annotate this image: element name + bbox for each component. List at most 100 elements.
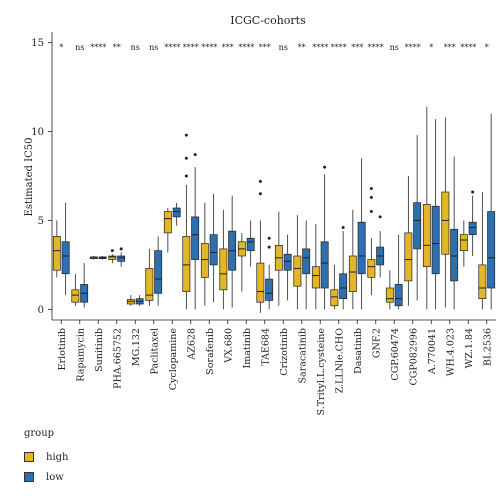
legend-item-low: low: [24, 467, 144, 487]
x-tick-label: Dasatinib: [353, 328, 364, 374]
significance-label: ***: [222, 43, 234, 52]
box-high: [311, 266, 320, 289]
x-tick-label: Crizotinib: [279, 328, 290, 376]
box-high: [163, 211, 172, 234]
box-high: [256, 262, 265, 303]
box-low: [283, 253, 292, 271]
legend-title: group: [24, 428, 55, 439]
box-high: [459, 234, 468, 252]
box-low: [468, 221, 477, 236]
x-tick-label: BI.2536: [482, 328, 493, 366]
significance-label: ****: [460, 43, 476, 52]
box-high: [478, 264, 487, 300]
y-tick-label: 0: [38, 305, 44, 316]
outlier-point-low: [471, 190, 475, 194]
outlier-point-high: [110, 249, 114, 253]
x-tick-label: Sunitinib: [94, 328, 105, 372]
box-low: [320, 241, 329, 289]
x-tick-label: S.Trityl.L.cysteine: [316, 328, 327, 416]
significance-label: ****: [238, 43, 254, 52]
box-high: [330, 289, 339, 307]
outlier-point-low: [267, 236, 271, 240]
box-high: [385, 287, 394, 303]
x-tick-label: CGP082996: [408, 328, 419, 386]
significance-label: *: [429, 43, 433, 52]
significance-label: *: [59, 43, 63, 52]
x-tick-label: Imatinib: [242, 328, 253, 369]
outlier-point-low: [323, 165, 327, 169]
legend: group high low: [24, 428, 144, 487]
box-high: [219, 248, 228, 291]
legend-swatch-high: [24, 452, 34, 462]
box-high: [367, 259, 376, 278]
box-low: [487, 211, 496, 289]
box-low: [431, 205, 440, 275]
significance-label: ****: [183, 43, 199, 52]
significance-label: ****: [90, 43, 106, 52]
box-high: [71, 289, 80, 303]
significance-label: ****: [368, 43, 384, 52]
box-low: [172, 207, 181, 218]
box-low: [209, 234, 218, 266]
significance-label: ***: [259, 43, 271, 52]
significance-label: ****: [405, 43, 421, 52]
box-low: [246, 237, 255, 252]
y-tick-label: 5: [38, 216, 44, 227]
significance-label: **: [298, 43, 306, 52]
significance-label: ****: [201, 43, 217, 52]
x-tick-label: Z.LLNle.CHO: [334, 328, 345, 394]
box-low: [154, 250, 163, 294]
y-tick-label: 15: [31, 38, 44, 49]
significance-label: ns: [75, 43, 84, 52]
box-low: [191, 216, 200, 260]
box-high: [182, 236, 191, 292]
box-low: [357, 221, 366, 275]
significance-label: ns: [279, 43, 288, 52]
outlier-point-high: [184, 133, 188, 137]
significance-label: ****: [164, 43, 180, 52]
legend-swatch-low: [24, 472, 34, 482]
outlier-point-high: [369, 195, 373, 199]
legend-label-high: high: [46, 451, 69, 463]
x-tick-label: MG.132: [131, 328, 142, 366]
y-axis-label: Estimated IC50: [24, 138, 35, 217]
x-tick-label: Cyclopamine: [168, 328, 179, 391]
x-tick-label: PHA.665752: [112, 328, 123, 389]
outlier-point-low: [378, 215, 382, 219]
x-tick-label: A.770041: [427, 328, 438, 375]
box-low: [339, 273, 348, 300]
box-low: [394, 284, 403, 307]
outlier-point-high: [184, 156, 188, 160]
significance-label: *: [485, 43, 489, 52]
x-tick-label: CGP.60474: [390, 328, 401, 381]
box-high: [422, 204, 431, 268]
box-high: [293, 255, 302, 287]
significance-label: ns: [149, 43, 158, 52]
outlier-point-high: [258, 192, 262, 196]
significance-label: **: [113, 43, 121, 52]
significance-label: ns: [131, 43, 140, 52]
significance-label: ***: [351, 43, 363, 52]
x-tick-label: GNF.2: [371, 328, 382, 358]
box-low: [61, 241, 70, 275]
significance-label: ****: [312, 43, 328, 52]
chart-title: ICGC-cohorts: [230, 14, 306, 27]
x-tick-label: Rapamycin: [75, 328, 86, 382]
x-tick-label: AZ628: [186, 328, 197, 361]
outlier-point-high: [369, 186, 373, 190]
box-low: [450, 228, 459, 282]
box-high: [404, 232, 413, 282]
box-high: [108, 255, 117, 260]
box-low: [302, 248, 311, 275]
x-tick-label: TAE684: [260, 328, 271, 366]
outlier-point-high: [184, 174, 188, 178]
box-low: [413, 202, 422, 250]
x-tick-label: Erlotinib: [57, 328, 68, 370]
box-low: [265, 278, 274, 301]
x-tick-label: Saracatinib: [297, 328, 308, 383]
legend-item-high: high: [24, 447, 144, 467]
outlier-point-high: [369, 210, 373, 214]
outlier-point-low: [267, 245, 271, 249]
plot-area: 051015Erlotinib*RapamycinnsSunitinib****…: [31, 32, 496, 415]
